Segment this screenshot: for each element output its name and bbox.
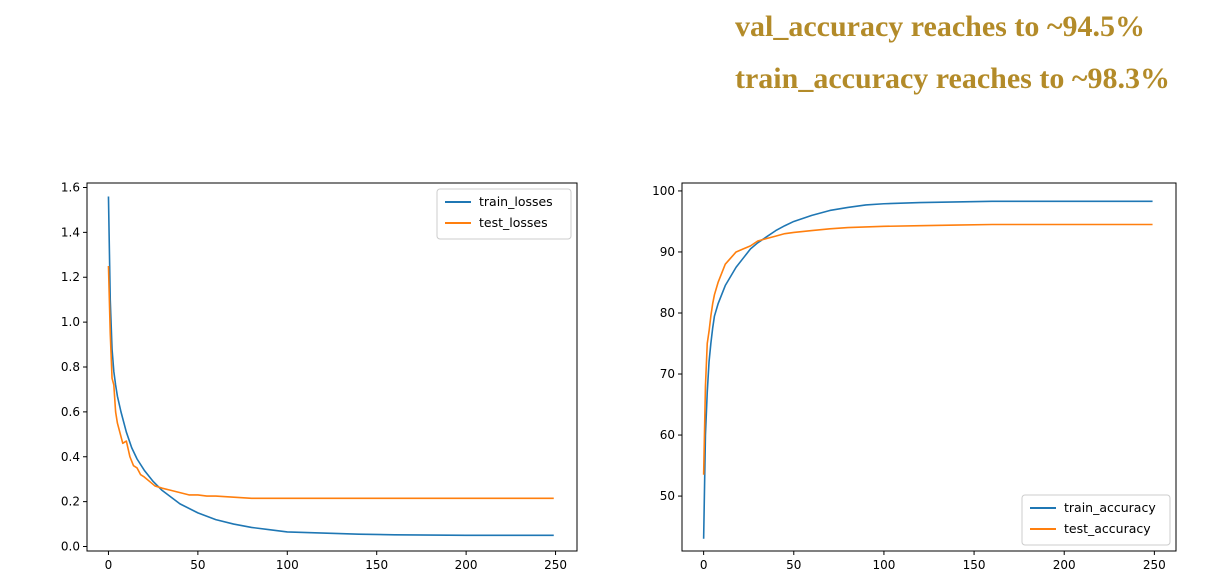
y-tick-label: 60 xyxy=(660,428,675,442)
y-tick-label: 1.0 xyxy=(61,315,80,329)
y-tick-label: 1.4 xyxy=(61,225,80,239)
legend: train_losses test_losses xyxy=(436,188,572,240)
x-tick-label: 100 xyxy=(872,558,895,572)
x-tick-label: 50 xyxy=(786,558,801,572)
legend-box xyxy=(1021,494,1171,546)
y-tick-label: 0.4 xyxy=(61,450,80,464)
legend: train_accuracy test_accuracy xyxy=(1021,494,1171,546)
series-line-1 xyxy=(702,223,1153,475)
chart-1: 0 50 100 150 200 250 50 60 70 80 90 100 train_accura… xyxy=(652,182,1177,572)
legend-label: test_losses xyxy=(479,215,548,230)
x-tick-label: 150 xyxy=(963,558,986,572)
y-tick-label: 90 xyxy=(660,245,675,259)
y-tick-label: 0.0 xyxy=(61,540,80,554)
legend-label: test_accuracy xyxy=(1064,521,1151,536)
train-accuracy-headline: train_accuracy reaches to ~98.3% xyxy=(735,62,1170,95)
axes-frame xyxy=(681,182,1177,552)
y-tick-label: 0.6 xyxy=(61,405,80,419)
series-line-0 xyxy=(107,196,554,537)
x-tick-label: 150 xyxy=(365,558,388,572)
legend-label: train_losses xyxy=(479,194,553,209)
y-tick-label: 50 xyxy=(660,489,675,503)
x-tick-label: 0 xyxy=(105,558,113,572)
x-tick-label: 200 xyxy=(1053,558,1076,572)
legend-label: train_accuracy xyxy=(1064,500,1156,515)
x-tick-label: 200 xyxy=(455,558,478,572)
y-tick-label: 1.2 xyxy=(61,270,80,284)
y-tick-label: 1.6 xyxy=(61,180,80,194)
x-tick-label: 250 xyxy=(544,558,567,572)
y-tick-label: 80 xyxy=(660,306,675,320)
val-accuracy-headline: val_accuracy reaches to ~94.5% xyxy=(735,10,1145,43)
y-tick-label: 0.2 xyxy=(61,495,80,509)
series-line-0 xyxy=(702,200,1153,539)
x-tick-label: 250 xyxy=(1143,558,1166,572)
chart-0: 0 50 100 150 200 250 0.0 0.2 0.4 0.6 0.8 1.0 1.2 1.4 1… xyxy=(61,180,578,572)
y-tick-label: 70 xyxy=(660,367,675,381)
x-tick-label: 0 xyxy=(700,558,708,572)
y-tick-label: 100 xyxy=(652,184,675,198)
y-tick-label: 0.8 xyxy=(61,360,80,374)
x-tick-label: 100 xyxy=(276,558,299,572)
series-line-1 xyxy=(107,265,554,500)
x-tick-label: 50 xyxy=(190,558,205,572)
